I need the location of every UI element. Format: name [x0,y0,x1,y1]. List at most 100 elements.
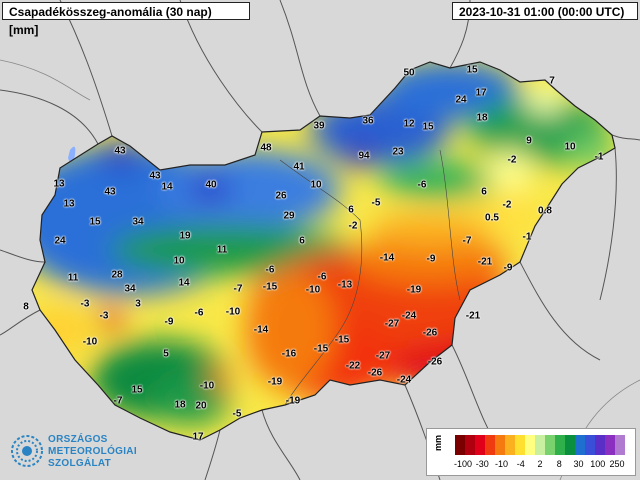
value-label: -19 [285,395,301,407]
legend-color-cell [595,435,605,455]
legend-color-cell [515,435,525,455]
value-label: -6 [317,271,327,283]
legend-tick-label: 2 [537,459,543,469]
value-label: 14 [178,277,190,289]
value-label: -5 [371,197,381,209]
value-label: 34 [124,283,136,295]
value-label: -10 [82,336,98,348]
value-label: -9 [164,316,174,328]
value-label: 50 [403,67,415,79]
value-label: 15 [131,384,143,396]
value-label: -6 [194,307,204,319]
value-label: -19 [406,284,422,296]
value-label: 6 [481,186,487,198]
lake [68,146,76,163]
value-label: 10 [310,179,322,191]
value-label: -3 [80,298,90,310]
value-label: 29 [283,210,295,222]
value-label: 48 [260,142,272,154]
value-label: -16 [281,348,297,360]
value-label: 36 [362,115,374,127]
value-label: -9 [503,262,513,274]
value-label: 9 [526,135,532,147]
value-label: -19 [267,376,283,388]
value-label: 41 [293,161,305,173]
value-label: 15 [89,216,101,228]
value-label: 39 [313,120,325,132]
legend-color-cell [485,435,495,455]
value-label: 20 [195,400,207,412]
value-label: -15 [313,343,329,355]
value-label: 23 [392,146,404,158]
legend-color-cell [585,435,595,455]
value-label: -10 [199,380,215,392]
value-label: -26 [422,327,438,339]
value-label: -2 [348,220,358,232]
value-label: 10 [173,255,185,267]
value-label: -21 [477,256,493,268]
legend-ticks: -100 -30 -10 -4 2 8 30 100 250 [454,459,625,471]
value-label: 13 [53,178,65,190]
value-label: 24 [455,94,467,106]
legend-color-cell [555,435,565,455]
legend-color-cell [545,435,555,455]
value-label: -2 [502,199,512,211]
value-label: -22 [345,360,361,372]
legend-color-cell [605,435,615,455]
legend-color-cell [535,435,545,455]
value-label: 13 [63,198,75,210]
value-label: 18 [476,112,488,124]
legend-tick-label: 8 [556,459,562,469]
value-label: 15 [466,64,478,76]
legend-color-cell [575,435,585,455]
value-label: 6 [348,204,354,216]
value-label: -24 [401,310,417,322]
value-label: -7 [462,235,472,247]
value-label: 11 [67,272,79,284]
value-label: 43 [149,170,161,182]
value-label: 94 [358,150,370,162]
timestamp: 2023-10-31 01:00 (00:00 UTC) [452,2,638,20]
value-label: 19 [179,230,191,242]
value-label: -27 [384,318,400,330]
legend-tick-label: -10 [494,459,509,469]
value-label: -10 [305,284,321,296]
value-label: 26 [275,190,287,202]
value-label: 18 [174,399,186,411]
legend-tick-label: -4 [516,459,525,469]
value-label: 0.8 [538,205,552,217]
value-label: 17 [475,87,487,99]
legend-color-cell [615,435,625,455]
value-label: 15 [422,121,434,133]
legend-color-cell [495,435,505,455]
legend-tick-label: 30 [573,459,584,469]
value-label: -26 [427,356,443,368]
legend-color-cell [455,435,465,455]
logo-line3: SZOLGÁLAT [48,458,112,469]
legend-color-cell [475,435,485,455]
value-label: 12 [403,118,415,130]
value-label: -15 [334,334,350,346]
legend-color-cell [465,435,475,455]
value-label: -26 [367,367,383,379]
value-label: -27 [375,350,391,362]
value-label: 0.5 [485,212,499,224]
value-label: -6 [265,264,275,276]
legend-color-cell [505,435,515,455]
value-label: -1 [522,231,532,243]
value-label: 14 [161,181,173,193]
value-label: -13 [337,279,353,291]
value-label: 40 [205,179,217,191]
value-label: -9 [426,253,436,265]
value-label: 8 [23,301,29,313]
omsz-swirl-logo-icon [11,435,43,467]
value-label: -7 [113,395,123,407]
value-label: 11 [216,244,228,256]
value-label: -24 [396,374,412,386]
value-label: -10 [225,306,241,318]
danube-river [279,149,461,406]
value-label: -3 [99,310,109,322]
legend-tick-label: -30 [475,459,489,469]
value-label: 17 [192,431,204,443]
